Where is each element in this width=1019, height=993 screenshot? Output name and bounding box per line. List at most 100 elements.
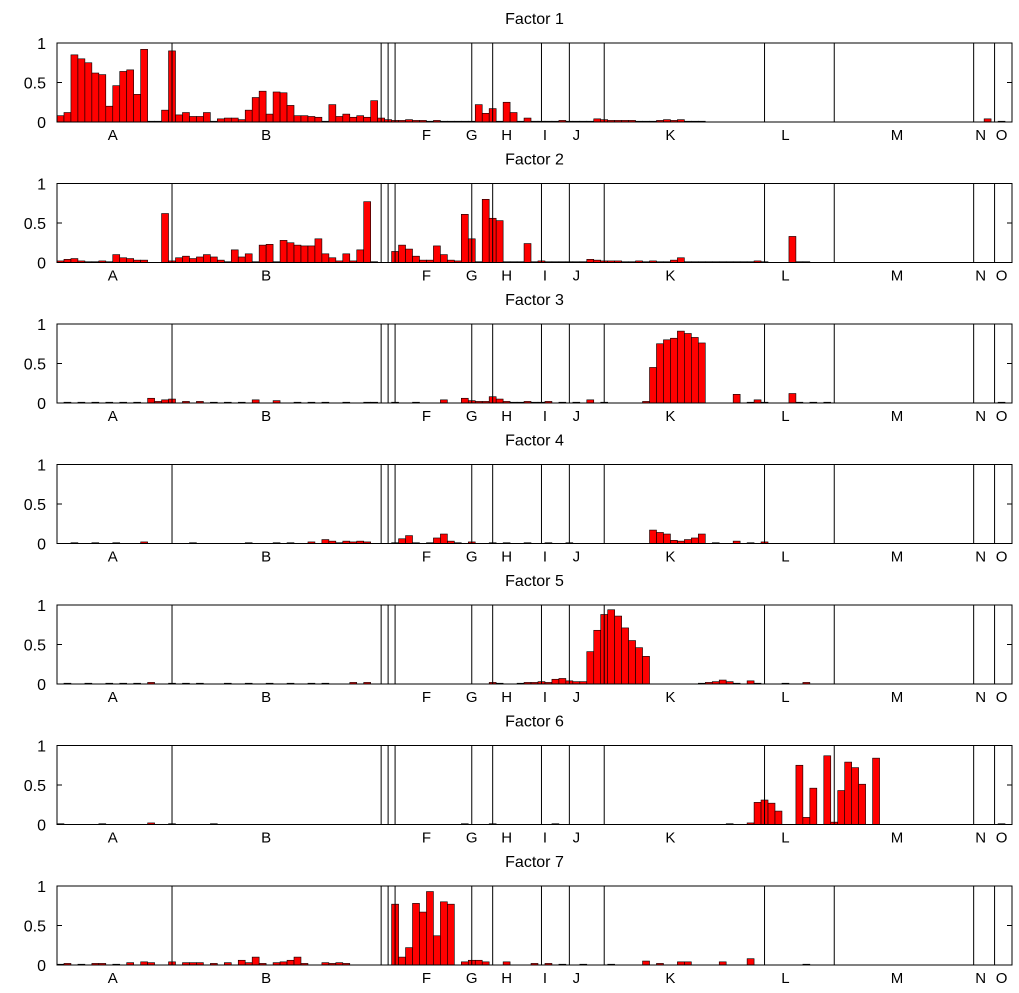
y-tick-label: 0.5: [24, 638, 46, 655]
bar: [398, 956, 406, 966]
bar: [433, 935, 441, 966]
y-tick-label: 0.5: [24, 778, 46, 795]
bar: [223, 117, 232, 123]
bar: [405, 248, 413, 263]
group-label: A: [108, 549, 118, 566]
bar: [279, 92, 288, 123]
axes-frame: [56, 745, 1013, 825]
group-label: H: [501, 830, 512, 847]
bar: [112, 85, 121, 123]
group-label: M: [891, 549, 904, 566]
group-label: A: [108, 408, 118, 425]
group-label: J: [573, 268, 581, 285]
group-label: H: [501, 127, 512, 144]
bar: [272, 91, 281, 123]
bar: [663, 533, 671, 544]
bar: [802, 817, 811, 825]
panel-title: Factor 3: [505, 292, 564, 309]
bar: [175, 257, 183, 263]
bar: [851, 767, 859, 825]
bar: [237, 959, 246, 966]
group-label: K: [665, 408, 675, 425]
panel-title: Factor 1: [505, 11, 564, 28]
panel-title: Factor 2: [505, 152, 564, 169]
bar: [265, 244, 274, 263]
bar: [481, 113, 490, 123]
group-label: F: [422, 127, 431, 144]
bar: [196, 116, 204, 123]
y-tick-label: 0: [37, 537, 46, 554]
bar: [356, 249, 365, 263]
group-label: I: [543, 127, 547, 144]
group-label: A: [108, 268, 118, 285]
bar: [56, 115, 65, 123]
bar: [718, 679, 727, 685]
bar: [342, 253, 351, 263]
bar: [663, 339, 671, 404]
bar: [314, 238, 323, 263]
y-tick-label: 1: [37, 598, 46, 615]
bar: [196, 256, 204, 263]
group-label: M: [891, 970, 904, 987]
group-label: N: [975, 689, 986, 706]
bar: [119, 71, 128, 123]
bar: [265, 113, 274, 123]
bar: [126, 69, 134, 123]
panel-title: Factor 4: [505, 433, 564, 450]
group-label: J: [573, 408, 581, 425]
bar: [63, 112, 72, 123]
bar: [872, 757, 880, 825]
bar: [495, 220, 504, 263]
bar: [210, 256, 218, 263]
bar: [70, 258, 79, 263]
bar: [161, 213, 169, 263]
group-label: N: [975, 549, 986, 566]
bar: [844, 761, 852, 825]
bar: [837, 790, 846, 825]
bar: [698, 533, 706, 544]
bar: [502, 101, 511, 123]
bar: [328, 104, 337, 123]
bar: [91, 72, 100, 123]
bar: [858, 783, 866, 825]
bar: [774, 810, 783, 825]
bar: [251, 97, 260, 123]
group-label: L: [781, 549, 789, 566]
bar: [84, 62, 93, 123]
group-label: H: [501, 970, 512, 987]
bar: [189, 258, 197, 263]
group-label: A: [108, 970, 118, 987]
group-label: O: [996, 127, 1008, 144]
bar: [440, 533, 448, 544]
bar: [767, 802, 776, 825]
group-label: H: [501, 408, 512, 425]
group-label: L: [781, 408, 789, 425]
y-tick-label: 1: [37, 317, 46, 334]
bar: [203, 254, 211, 263]
group-label: B: [261, 970, 271, 987]
bar: [203, 112, 211, 123]
group-label: F: [422, 689, 431, 706]
y-tick-label: 0: [37, 396, 46, 413]
bar: [133, 94, 141, 123]
bar: [461, 397, 469, 404]
bar: [670, 337, 678, 404]
group-label: N: [975, 830, 986, 847]
group-label: K: [665, 830, 675, 847]
bar: [98, 74, 107, 123]
bar: [126, 258, 134, 263]
bar: [523, 117, 532, 123]
bar: [314, 116, 323, 123]
bar: [405, 947, 413, 966]
group-label: O: [996, 268, 1008, 285]
bar: [433, 537, 441, 544]
bar: [307, 245, 316, 263]
bar: [558, 678, 567, 685]
bar: [746, 958, 755, 966]
bar: [440, 254, 448, 263]
bar: [300, 245, 309, 263]
group-label: H: [501, 549, 512, 566]
bar: [321, 539, 330, 544]
bar: [293, 956, 302, 966]
